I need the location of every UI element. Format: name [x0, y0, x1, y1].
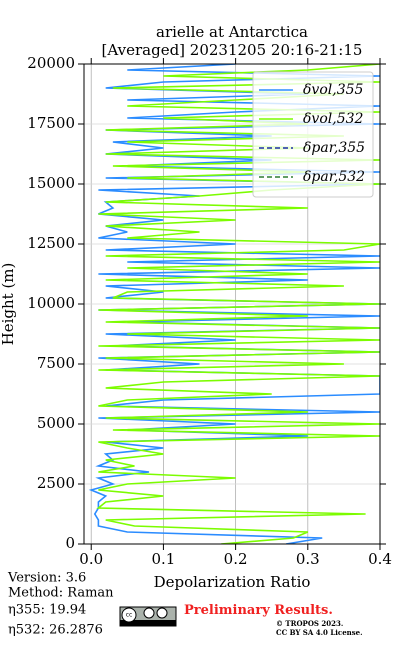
footer: Version: 3.6 Method: Raman η355: 19.94 η…: [7, 571, 114, 638]
x-tick-label: 0.3: [296, 550, 320, 568]
svg-text:cc: cc: [126, 612, 133, 619]
y-tick-label: 5000: [37, 414, 75, 432]
legend-label: δvol,355: [303, 82, 364, 98]
x-tick-label: 0.0: [79, 550, 103, 568]
legend: δvol,355 δvol,532 δpar,355 δpar,532: [252, 71, 374, 198]
y-tick-label: 17500: [27, 114, 75, 132]
chart-subtitle: [Averaged] 20231205 20:16-21:15: [102, 41, 363, 59]
legend-label: δpar,355: [303, 140, 365, 156]
x-tick-label: 0.4: [368, 550, 392, 568]
eta355: η355: 19.94: [8, 603, 86, 618]
plot-area: 0.0 0.1 0.2 0.3 0.4 0 2500 5000 7500 10000 12500 15…: [27, 54, 392, 568]
profile-line: [96, 64, 380, 544]
y-tick-label: 10000: [27, 294, 75, 312]
y-axis-label: Height (m): [0, 263, 17, 346]
y-tick-label: 2500: [37, 474, 75, 492]
y-tick-label: 12500: [27, 234, 75, 252]
y-tick-label: 7500: [37, 354, 75, 372]
chart-title: arielle at Antarctica: [156, 23, 308, 41]
legend-box: [252, 71, 374, 198]
profile-line: [88, 64, 380, 544]
y-tick-label: 20000: [27, 54, 75, 72]
method: Method: Raman: [8, 586, 114, 601]
preliminary-text: Preliminary Results.: [184, 603, 333, 618]
version: Version: 3.6: [7, 571, 86, 586]
x-axis-label: Depolarization Ratio: [154, 573, 311, 591]
x-tick-label: 0.2: [224, 550, 248, 568]
legend-label: δpar,532: [303, 169, 365, 185]
legend-label: δvol,532: [303, 111, 364, 127]
cc-badge: cc: [119, 606, 177, 627]
x-tick-label: 0.1: [151, 550, 175, 568]
eta532: η532: 26.2876: [8, 623, 103, 638]
plot-frame: [83, 63, 381, 545]
y-tick-label: 15000: [27, 174, 75, 192]
license: CC BY SA 4.0 License.: [276, 628, 363, 637]
preliminary: Preliminary Results.: [184, 603, 333, 618]
y-tick-label: 0: [65, 534, 75, 552]
copyright: © TROPOS 2023.: [276, 619, 343, 628]
